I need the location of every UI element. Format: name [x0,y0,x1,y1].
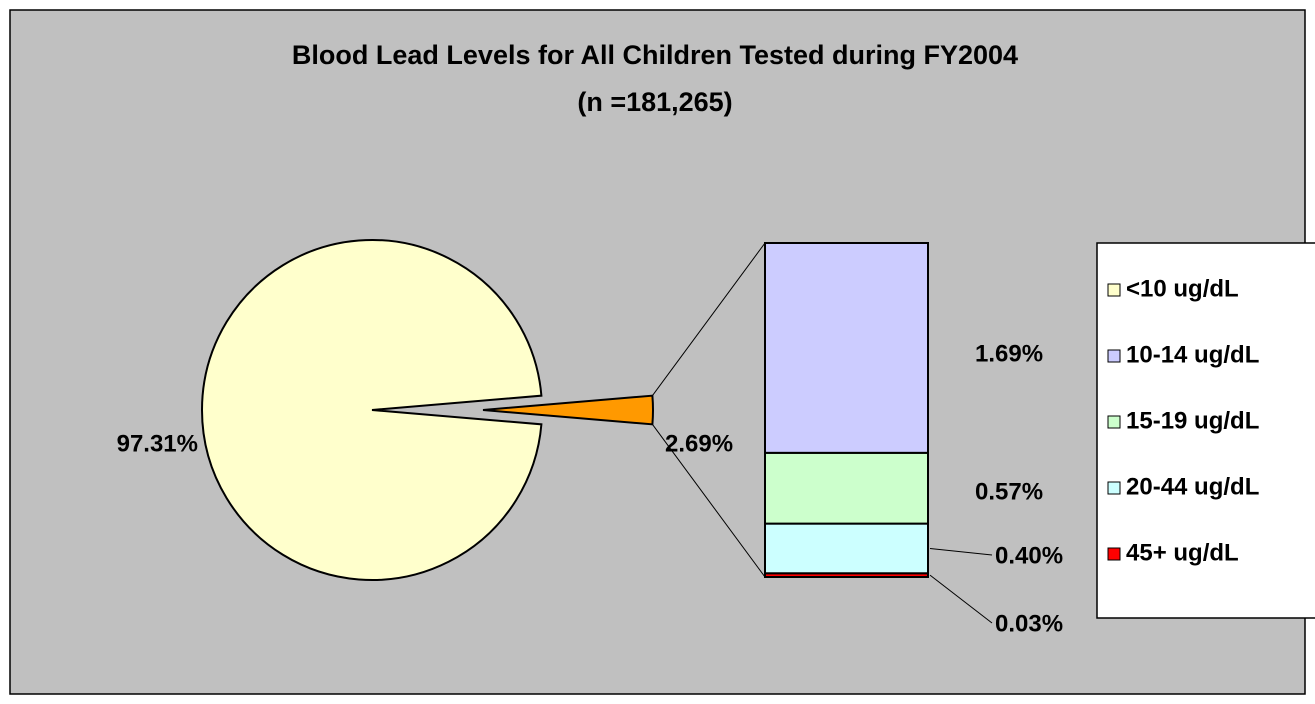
bar-segment [764,242,929,454]
legend-swatch [1107,547,1121,561]
legend-swatch [1107,481,1121,495]
bar-segment [764,522,929,575]
bar-segment [764,451,929,525]
data-label: 97.31% [117,430,198,457]
chart-subtitle: (n =181,265) [577,87,732,117]
legend-swatch [1107,349,1121,363]
data-label: 2.69% [665,430,733,457]
legend-label: 10-14 ug/dL [1126,341,1259,368]
pie-slice [201,239,543,581]
leader-line [929,547,993,556]
data-label: 0.57% [975,478,1043,505]
leader-line [929,574,993,624]
data-label: 1.69% [975,340,1043,367]
legend-label: 15-19 ug/dL [1126,407,1259,434]
legend-swatch [1107,415,1121,429]
data-label: 0.40% [995,542,1063,569]
legend-label: 45+ ug/dL [1126,539,1239,566]
data-label: 0.03% [995,610,1063,637]
pie-slice [482,394,654,426]
connector-line [651,242,766,396]
legend-label: <10 ug/dL [1126,275,1239,302]
legend-box [1096,242,1315,619]
legend-swatch [1107,283,1121,297]
legend-label: 20-44 ug/dL [1126,473,1259,500]
chart-title: Blood Lead Levels for All Children Teste… [292,40,1018,70]
connector-line [651,424,766,578]
